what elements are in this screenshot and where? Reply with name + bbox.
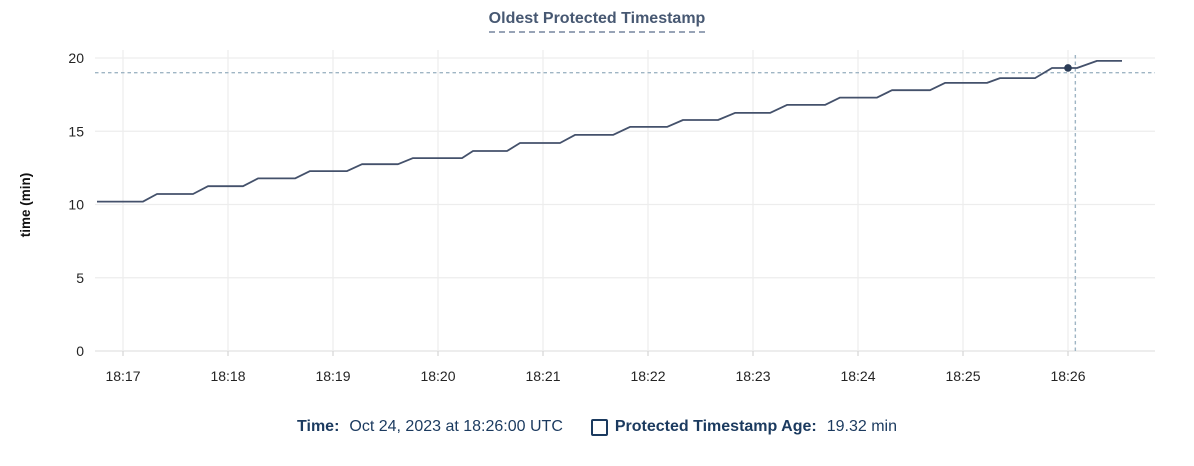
y-tick-label: 0 <box>76 343 84 359</box>
x-tick-label: 18:24 <box>840 368 875 384</box>
x-tick-label: 18:17 <box>105 368 140 384</box>
x-tick-label: 18:19 <box>315 368 350 384</box>
x-tick-label: 18:18 <box>210 368 245 384</box>
x-tick-label: 18:20 <box>420 368 455 384</box>
timeseries-chart-canvas: 0 5 10 15 20 18:17 18:18 18:19 18:20 18:21 18:22 18… <box>18 50 1155 384</box>
x-tick-label: 18:25 <box>945 368 980 384</box>
y-tick-label: 20 <box>68 50 84 66</box>
legend-series-label: Protected Timestamp Age: <box>614 418 817 435</box>
y-tick-label: 5 <box>76 270 84 286</box>
x-tick-label: 18:26 <box>1050 368 1085 384</box>
series-toggle-checkbox[interactable] <box>590 418 608 436</box>
x-tick-label: 18:21 <box>525 368 560 384</box>
legend-time-label: Time: <box>297 418 340 435</box>
chart-title-row: Oldest Protected Timestamp <box>0 10 1194 33</box>
y-tick-label: 15 <box>68 123 84 139</box>
legend-series-value: 19.32 min <box>826 418 897 435</box>
x-tick-label: 18:23 <box>735 368 770 384</box>
legend-time-value: Oct 24, 2023 at 18:26:00 UTC <box>349 418 563 435</box>
x-tick-label: 18:22 <box>630 368 665 384</box>
chart-legend: Time: Oct 24, 2023 at 18:26:00 UTC Prote… <box>0 417 1194 437</box>
y-tick-label: 10 <box>68 197 84 213</box>
series-line-protected-timestamp-age <box>97 60 1122 203</box>
hover-data-point <box>1064 64 1072 72</box>
chart-title[interactable]: Oldest Protected Timestamp <box>488 10 706 33</box>
chart-plot-area[interactable] <box>95 50 1155 351</box>
y-axis-title: time (min) <box>18 173 33 238</box>
